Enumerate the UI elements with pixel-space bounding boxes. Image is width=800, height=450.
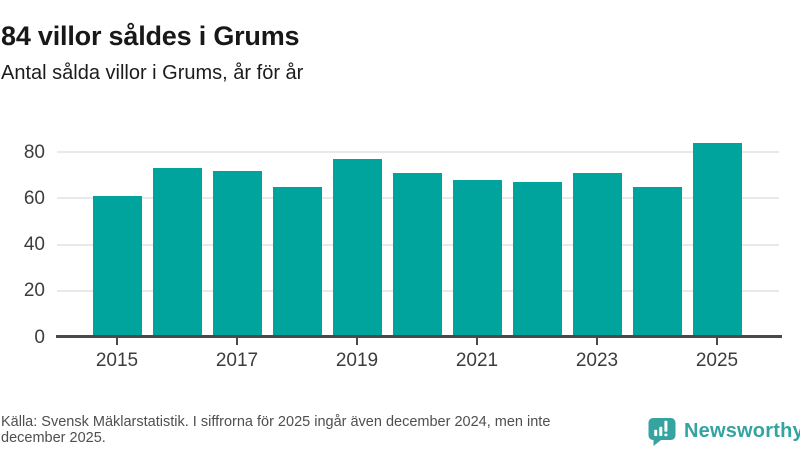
chart-subtitle: Antal sålda villor i Grums, år för år <box>1 62 304 84</box>
x-axis-tick-label: 2019 <box>335 350 379 371</box>
x-axis-tick-label: 2021 <box>455 350 499 371</box>
x-axis-tick-label: 2023 <box>575 350 619 371</box>
bar-2019 <box>332 158 382 337</box>
y-axis-tick-label: 40 <box>23 234 45 255</box>
newsworthy-logo-text: Newsworthy <box>684 420 800 442</box>
bar-2022 <box>512 182 562 337</box>
x-axis-tick <box>115 338 119 345</box>
bar-2025 <box>692 142 742 337</box>
bar-2018 <box>272 186 322 337</box>
x-axis-tick <box>715 338 719 345</box>
newsworthy-speech-bubble-icon <box>648 418 676 446</box>
x-axis-tick-label: 2015 <box>95 350 139 371</box>
newsworthy-logo: Newsworthy <box>647 416 800 447</box>
source-note: Källa: Svensk Mäklarstatistik. I siffror… <box>1 414 551 446</box>
chart-title: 84 villor såldes i Grums <box>1 21 300 52</box>
bar-2020 <box>392 172 442 337</box>
bar-2017 <box>212 170 262 337</box>
y-axis-tick-label: 20 <box>23 280 45 302</box>
x-axis-tick-label: 2017 <box>215 350 259 371</box>
bar-2021 <box>452 179 502 337</box>
bar-2023 <box>572 172 622 337</box>
bar-2016 <box>152 168 202 337</box>
x-axis-tick <box>355 338 359 345</box>
bar-2015 <box>92 195 142 337</box>
x-axis-tick <box>595 338 599 345</box>
y-axis-tick-label: 60 <box>23 187 45 209</box>
y-axis-tick-label: 80 <box>23 141 45 163</box>
y-axis-tick-label: 0 <box>34 326 45 348</box>
x-axis-tick <box>235 338 239 345</box>
bar-chart-plot-area: 0 20 40 60 80 2015 2017 2019 2021 2023 2025 <box>23 141 782 371</box>
x-axis-tick <box>475 338 479 345</box>
x-axis-tick-label: 2025 <box>695 350 739 371</box>
x-axis-line <box>56 335 782 338</box>
bar-2024 <box>632 186 682 337</box>
y-gridline <box>57 151 779 153</box>
